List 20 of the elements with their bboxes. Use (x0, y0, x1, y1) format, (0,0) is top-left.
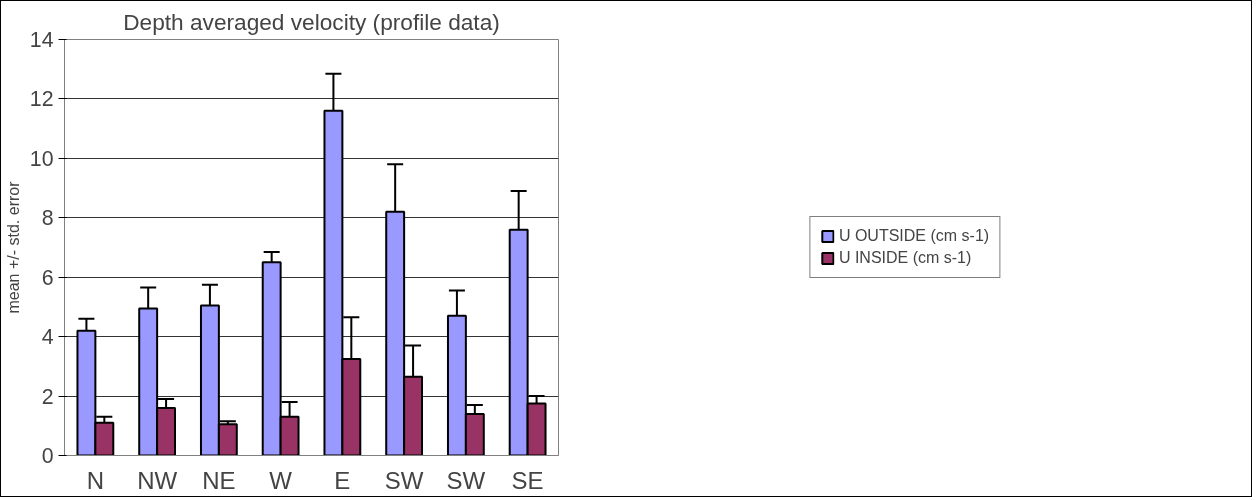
y-axis-title: mean +/- std. error (4, 180, 22, 314)
x-tick-label: SE (511, 466, 544, 494)
y-tick-label: 0 (41, 444, 54, 468)
y-tick-label: 8 (41, 206, 54, 231)
y-tick-label: 10 (29, 146, 54, 171)
x-tick-label: NW (137, 466, 178, 494)
y-tick-label: 4 (41, 325, 54, 350)
x-tick-label: E (334, 466, 351, 494)
legend-label: U OUTSIDE (cm s-1) (838, 227, 990, 245)
x-tick-label: W (269, 466, 293, 494)
x-tick-label: NE (202, 466, 236, 494)
y-tick-label: 6 (41, 265, 54, 290)
x-tick-label: N (86, 466, 105, 494)
y-tick-label: 2 (41, 384, 54, 409)
x-tick-label: SW (446, 466, 486, 494)
y-tick-label: 14 (29, 28, 54, 52)
x-tick-label: SW (384, 466, 424, 494)
chart-title: Depth averaged velocity (profile data) (123, 8, 500, 35)
y-tick-label: 12 (29, 87, 54, 112)
legend-label: U INSIDE (cm s-1) (838, 249, 972, 267)
